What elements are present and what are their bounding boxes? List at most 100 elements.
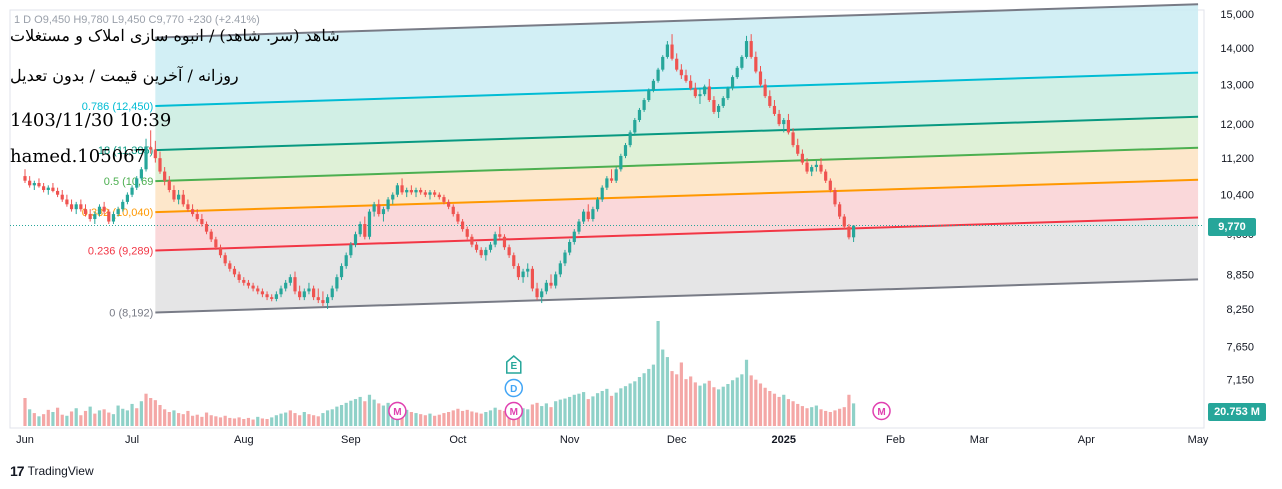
candle-body — [772, 105, 777, 114]
candle-body — [405, 189, 409, 193]
tradingview-logo-icon: 17 — [10, 463, 25, 479]
candle-body — [367, 211, 372, 237]
volume-bar — [195, 414, 199, 426]
volume-bar — [656, 321, 660, 426]
fib-label-3: 0.5 (10,69 — [104, 176, 154, 188]
volume-bar — [763, 387, 767, 426]
volume-bar — [246, 417, 251, 426]
candle-body — [437, 194, 441, 198]
volume-bar — [838, 408, 842, 426]
candle-body — [42, 186, 46, 190]
fib-line-0 — [155, 278, 1199, 314]
volume-bar — [367, 394, 372, 426]
candle-body — [144, 147, 148, 170]
volume-bar — [721, 386, 725, 426]
volume-bar — [651, 364, 656, 426]
volume-bar — [786, 399, 791, 426]
candle-body — [800, 153, 804, 163]
volume-bar — [554, 401, 558, 426]
candle-body — [591, 209, 595, 220]
candle-body — [32, 183, 36, 186]
candle-body — [218, 247, 223, 256]
candle-body — [796, 145, 800, 154]
volume-bar — [521, 408, 525, 426]
volume-bar — [149, 398, 153, 426]
price-tick-label: 10,400 — [1220, 190, 1254, 202]
candle-body — [568, 241, 572, 253]
volume-bar — [363, 401, 367, 426]
candle-body — [428, 192, 432, 195]
volume-bar — [675, 374, 679, 426]
volume-bar — [679, 362, 683, 426]
volume-bar — [442, 413, 446, 426]
price-tick-label: 14,000 — [1220, 43, 1254, 55]
candle-body — [195, 214, 199, 220]
volume-bar — [437, 414, 441, 426]
candle-body — [353, 234, 358, 245]
volume-bar — [502, 410, 507, 426]
tradingview-logo[interactable]: 17 TradingView — [10, 463, 94, 479]
candle-body — [526, 268, 530, 272]
volume-bar — [800, 406, 804, 426]
candle-body — [563, 252, 567, 264]
volume-bar — [270, 417, 274, 426]
candle-body — [181, 194, 185, 205]
volume-bar — [563, 398, 567, 426]
candle-body — [698, 94, 702, 97]
fib-line-6 — [155, 3, 1199, 39]
candle-body — [712, 100, 716, 112]
volume-bar — [279, 413, 283, 426]
candle-body — [298, 291, 302, 298]
volume-bar — [568, 396, 572, 426]
split-marker-label: M — [510, 407, 518, 418]
volume-bar — [689, 376, 693, 426]
volume-bar — [139, 401, 143, 426]
price-tick-label: 8,250 — [1226, 304, 1254, 316]
candle-body — [633, 120, 637, 133]
volume-bar — [419, 414, 423, 426]
volume-bar — [498, 409, 502, 426]
volume-bar — [456, 408, 460, 426]
volume-bar — [833, 410, 837, 426]
candle-body — [572, 231, 576, 242]
candle-body — [782, 120, 786, 125]
volume-bar — [325, 410, 330, 426]
candle-body — [707, 86, 711, 101]
volume-bar — [414, 413, 418, 426]
candle-body — [121, 201, 125, 210]
volume-bar — [130, 403, 134, 426]
candle-body — [595, 199, 600, 210]
candle-body — [135, 178, 139, 188]
volume-bar — [703, 383, 707, 426]
volume-bar — [125, 410, 130, 426]
chart-subtitle: روزانه / آخرین قیمت / بدون تعدیل — [10, 66, 239, 85]
volume-bar — [693, 382, 697, 426]
volume-bar — [83, 410, 88, 426]
candle-body — [153, 149, 157, 159]
candle-body — [726, 88, 730, 99]
volume-bar — [242, 419, 246, 426]
volume-bar — [372, 399, 376, 426]
candle-body — [228, 263, 232, 269]
candle-body — [386, 199, 390, 210]
volume-bar — [102, 409, 106, 426]
candle-body — [582, 211, 586, 222]
candle-body — [433, 192, 437, 195]
volume-bar — [595, 393, 600, 426]
volume-bar — [544, 403, 548, 426]
volume-bar — [190, 415, 195, 426]
candle-body — [460, 221, 465, 230]
volume-bar — [358, 396, 362, 426]
candle-body — [79, 204, 83, 210]
time-tick-label: Feb — [886, 434, 905, 446]
volume-bar — [349, 400, 353, 426]
volume-bar — [55, 407, 60, 426]
candle-body — [842, 216, 846, 227]
volume-bar — [600, 391, 604, 426]
time-tick-label: Sep — [341, 434, 361, 446]
volume-bar — [144, 393, 148, 426]
volume-bar — [535, 402, 539, 426]
volume-bar — [353, 399, 358, 426]
candle-body — [488, 244, 493, 250]
